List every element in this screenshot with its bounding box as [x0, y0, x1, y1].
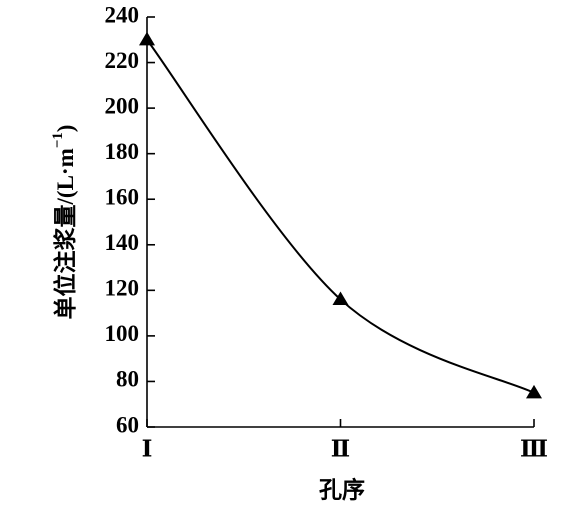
y-tick-label: 160 [105, 185, 140, 210]
marker [332, 291, 349, 306]
y-tick-label: 120 [105, 276, 140, 301]
y-tick-label: 200 [105, 93, 140, 118]
y-tick-label: 80 [116, 367, 139, 392]
y-tick-label: 140 [105, 230, 140, 255]
y-axis-label: 单位注浆量/(L·m−1) [50, 125, 78, 320]
marker [526, 384, 542, 399]
line [146, 39, 535, 394]
x-tick-label: Ⅰ [142, 436, 153, 461]
y-tick-label: 60 [116, 412, 139, 437]
y-label-sup: −1 [50, 132, 66, 148]
y-tick-label: 220 [105, 48, 140, 73]
y-label-end: ) [53, 125, 78, 133]
y-tick-label: 240 [105, 2, 140, 27]
y-tick-label: 100 [105, 321, 140, 346]
x-tick-label: Ⅱ [331, 436, 350, 461]
marker [139, 31, 155, 46]
y-tick-label: 180 [105, 139, 140, 164]
y-label-main: 单位注浆量/(L·m [52, 148, 78, 319]
x-axis-label: 孔序 [319, 476, 365, 502]
x-tick-label: Ⅲ [520, 436, 548, 461]
